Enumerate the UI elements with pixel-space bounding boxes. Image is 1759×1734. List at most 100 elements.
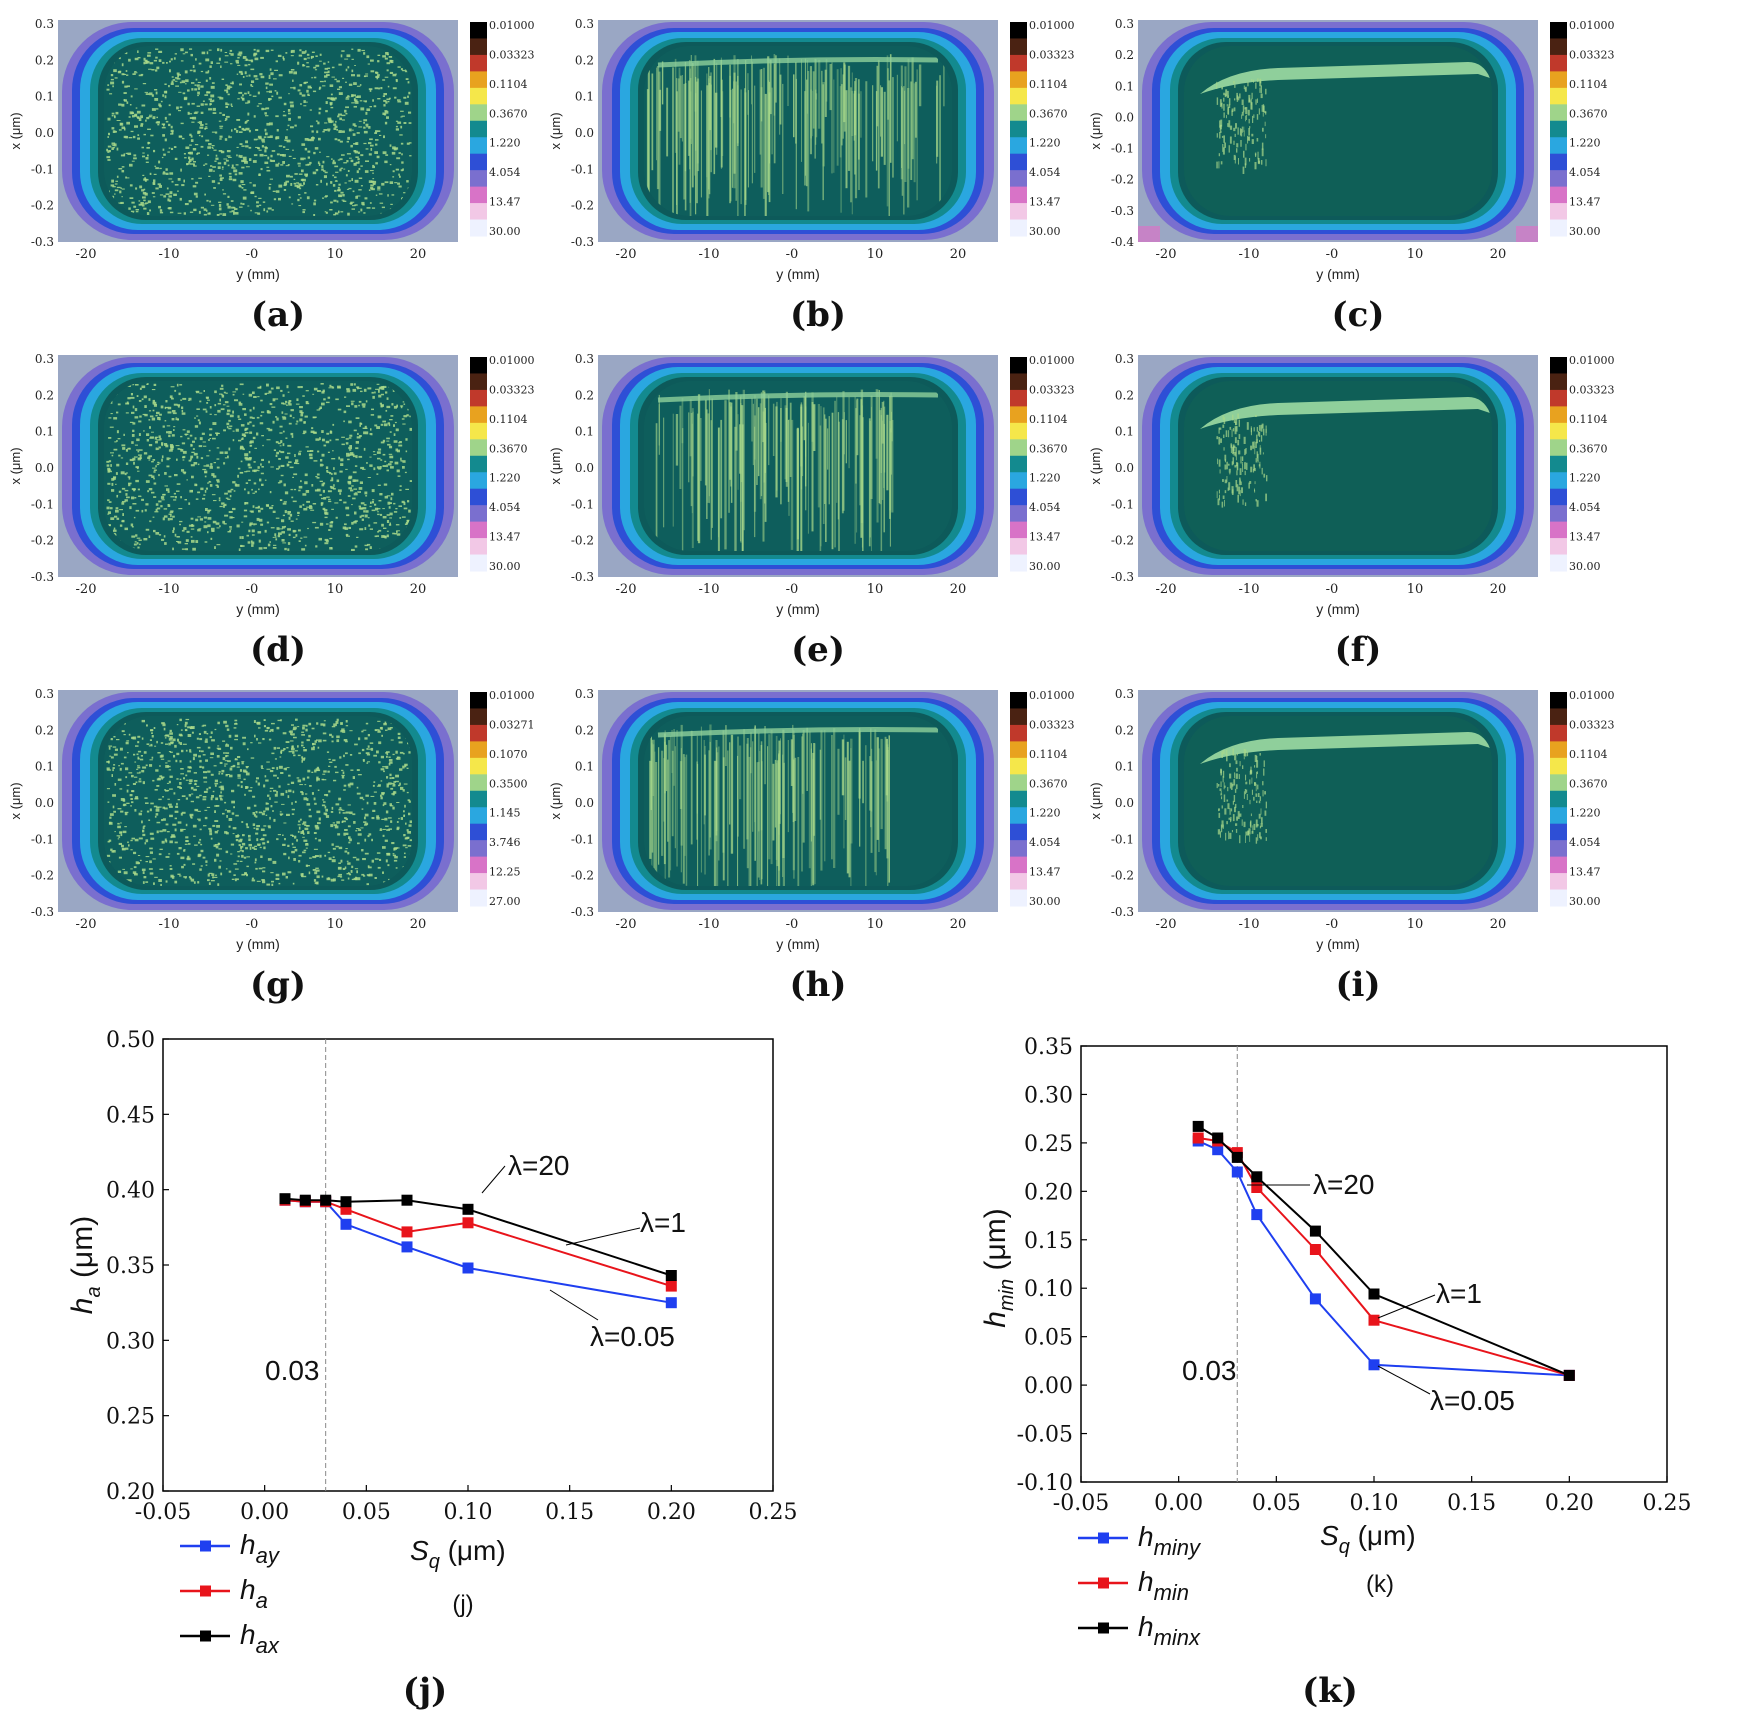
colorbar-tick-label: 1.220 [1029,807,1061,820]
y-tick-label: 0.30 [1024,1083,1073,1108]
colorbar-segment [470,71,487,88]
legend-marker [200,1631,211,1642]
colorbar-tick-label: 0.3670 [1029,777,1068,790]
panel-caption-c: (c) [1332,295,1385,335]
series-line-hminx [1198,1126,1569,1375]
contour-axis-label-y: y (mm) [236,936,280,952]
colorbar-tick-label: 12.25 [489,866,521,879]
legend-marker [1098,1533,1109,1544]
series-point [1310,1293,1321,1304]
colorbar-segment [1010,390,1027,407]
contour-axis-label-x: x (μm) [8,447,23,484]
contour-xtick-label: 0.3 [1115,352,1134,366]
series-point [300,1195,311,1206]
x-tick-label: 0.25 [1643,1491,1692,1516]
contour-xtick-label: -0.2 [31,869,54,883]
contour-ytick-label: 10 [1407,247,1424,262]
colorbar-tick-label: 30.00 [1569,225,1601,238]
colorbar-segment [1010,154,1027,171]
colorbar-segment [1550,873,1567,890]
series-point [1564,1370,1575,1381]
colorbar-segment [1550,857,1567,874]
series-point [1232,1167,1243,1178]
y-tick-label: 0.45 [106,1103,155,1128]
colorbar-segment [1550,505,1567,522]
colorbar-segment [1010,104,1027,121]
series-point [320,1195,331,1206]
contour-xtick-label: -0.3 [31,905,54,919]
annotation-leader [550,1290,598,1320]
contour-xtick-label: 0.2 [575,53,594,67]
colorbar-segment [1550,538,1567,555]
colorbar-tick-label: 27.00 [489,895,521,908]
contour-ytick-label: -10 [159,247,180,262]
colorbar-tick-label: 0.1104 [1029,748,1068,761]
colorbar-tick-label: 0.01000 [1029,354,1075,367]
x-tick-label: 0.00 [240,1500,289,1525]
colorbar-tick-label: 0.3670 [1029,107,1068,120]
contour-xtick-label: 0.3 [1115,17,1134,31]
contour-xtick-label: -0.1 [571,162,594,176]
colorbar-tick-label: 0.1104 [489,413,528,426]
contour-xtick-label: 0.1 [35,90,54,104]
x-tick-label: 0.05 [342,1500,391,1525]
contour-corner [1516,226,1538,242]
x-tick-label: 0.00 [1154,1491,1203,1516]
annotation-leader [1378,1366,1430,1394]
legend-entry: hmin [1138,1566,1189,1605]
colorbar-tick-label: 30.00 [489,225,521,238]
colorbar-segment [470,38,487,55]
colorbar-tick-label: 0.03323 [1569,48,1615,61]
x-axis-label: Sq (μm) [410,1535,506,1573]
colorbar-segment [1550,104,1567,121]
colorbar-tick-label: 30.00 [1029,225,1061,238]
y-axis-label: ha (μm) [66,1216,105,1314]
colorbar-tick-label: 0.01000 [1569,354,1615,367]
colorbar-segment [470,55,487,72]
panel-caption-d: (d) [250,630,306,670]
colorbar-segment [470,840,487,857]
contour-xtick-label: -0.2 [1111,534,1134,548]
colorbar-segment [1010,137,1027,154]
contour-xtick-label: -0.3 [1111,204,1134,218]
colorbar-tick-label: 4.054 [1569,501,1601,514]
colorbar-segment [1550,154,1567,171]
colorbar-segment [1550,456,1567,473]
colorbar-tick-label: 0.01000 [489,354,535,367]
series-line-hay [285,1200,671,1303]
colorbar-tick-label: 30.00 [1569,895,1601,908]
colorbar-segment [1550,522,1567,539]
colorbar-tick-label: 0.01000 [1029,689,1075,702]
contour-xtick-label: 0.1 [1115,760,1134,774]
contour-axis-label-y: y (mm) [776,936,820,952]
y-tick-label: 0.35 [106,1254,155,1279]
colorbar-tick-label: 0.3670 [1029,442,1068,455]
series-point [666,1270,677,1281]
colorbar-segment [470,758,487,775]
contour-xtick-label: -0.1 [571,497,594,511]
contour-axis-label-x: x (μm) [548,782,563,819]
colorbar-tick-label: 4.054 [1569,836,1601,849]
colorbar-segment [470,439,487,456]
contour-ytick-label: -0 [786,917,799,932]
colorbar-segment [1010,203,1027,220]
contour-ytick-label: -0 [246,917,259,932]
colorbar-segment [1550,373,1567,390]
series-point [1251,1209,1262,1220]
colorbar-segment [470,505,487,522]
series-point [666,1281,677,1292]
x-axis-label: Sq (μm) [1320,1520,1416,1558]
colorbar-segment [470,708,487,725]
contour-xtick-label: 0.3 [575,17,594,31]
series-point [341,1219,352,1230]
contour-axis-label-y: y (mm) [1316,601,1360,617]
legend-entry: hminx [1138,1611,1201,1650]
series-point [402,1226,413,1237]
panel-caption-h: (h) [790,965,847,1005]
colorbar-segment [1010,807,1027,824]
contour-ytick-label: 20 [1490,247,1507,262]
colorbar-tick-label: 0.03323 [1029,718,1075,731]
colorbar-tick-label: 30.00 [1029,560,1061,573]
x-tick-label: 0.10 [444,1500,493,1525]
